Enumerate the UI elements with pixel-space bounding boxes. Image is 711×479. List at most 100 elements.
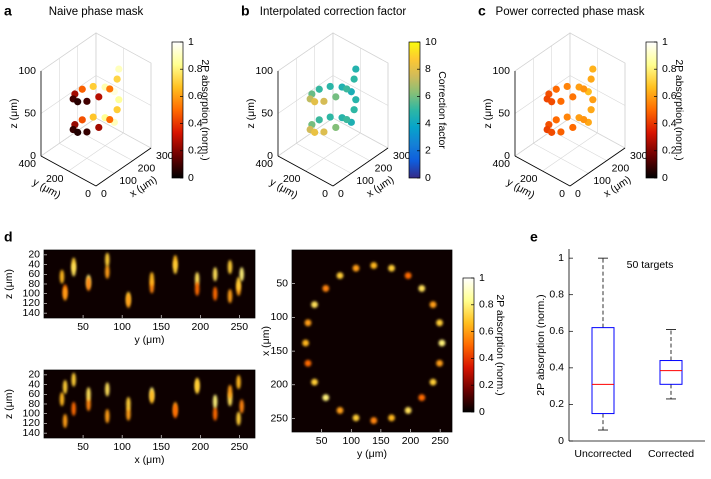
- y-axis-label: x (μm): [260, 326, 272, 356]
- spot: [62, 286, 68, 301]
- z-tick-label: 50: [261, 107, 273, 119]
- x-tick-label: 200: [612, 162, 630, 174]
- spot: [236, 411, 241, 426]
- point: [343, 115, 351, 124]
- point: [352, 96, 360, 104]
- point: [95, 93, 103, 101]
- colorbar-tick-label: 0.2: [479, 379, 494, 391]
- grid-line: [40, 117, 97, 157]
- x-axis-label: y (μm): [357, 448, 387, 460]
- spot: [388, 414, 395, 422]
- y-tick-label: 0: [85, 188, 91, 200]
- point: [557, 97, 565, 105]
- spot: [239, 399, 244, 414]
- spot: [194, 377, 200, 392]
- spot: [86, 397, 91, 411]
- point: [115, 96, 123, 104]
- y-tick-label: 400: [492, 158, 510, 170]
- point: [315, 85, 323, 93]
- spot: [86, 387, 91, 402]
- y-tick-label: 40: [28, 378, 40, 390]
- colorbar-tick-label: 0.8: [662, 63, 677, 75]
- x-tick-label: Corrected: [648, 448, 694, 460]
- grid-line: [514, 32, 571, 72]
- z-axis-label: z (μm): [8, 99, 20, 129]
- spot: [71, 401, 76, 416]
- colorbar-tick-label: 0: [188, 172, 194, 184]
- spot: [418, 285, 426, 292]
- spot: [194, 272, 200, 287]
- y-tick-label: 0.6: [549, 325, 564, 337]
- y-tick-label: 200: [46, 173, 64, 185]
- colorbar-tick-label: 8: [425, 63, 431, 75]
- spot: [236, 277, 241, 291]
- z-tick-label: 0: [504, 150, 510, 162]
- x-tick-label: 0: [338, 188, 344, 200]
- grid-line: [95, 32, 152, 64]
- spot: [436, 319, 443, 327]
- point: [350, 106, 358, 114]
- spot: [370, 262, 378, 269]
- x-tick-label: 100: [342, 435, 360, 447]
- point: [89, 113, 97, 121]
- x-tick-label: 50: [77, 441, 89, 453]
- colorbar-tick-label: 4: [425, 117, 431, 129]
- point: [563, 113, 571, 121]
- x-tick-label: 150: [372, 435, 390, 447]
- point: [106, 85, 114, 93]
- point: [580, 115, 588, 124]
- y-tick-label: 80: [28, 278, 40, 290]
- spot: [322, 285, 330, 292]
- point: [548, 128, 556, 136]
- point: [552, 116, 560, 124]
- grid-line: [569, 75, 626, 106]
- point: [95, 123, 103, 132]
- x-tick-label: 100: [113, 441, 131, 453]
- point: [343, 85, 351, 93]
- colorbar-label: 2P absorption (norm.): [494, 294, 506, 395]
- colorbar-tick-label: 2: [425, 145, 431, 157]
- axis-line: [95, 147, 152, 187]
- spot: [311, 301, 318, 308]
- point: [326, 82, 334, 91]
- y-tick-label: 60: [28, 268, 40, 280]
- spot: [59, 269, 65, 284]
- x-tick-label: Uncorrected: [574, 448, 631, 460]
- x-axis-label: x (μm): [135, 454, 165, 466]
- y-tick-label: 0.8: [549, 288, 564, 300]
- spot: [404, 272, 412, 280]
- point: [320, 97, 328, 105]
- z-tick-label: 0: [267, 150, 273, 162]
- point: [587, 106, 595, 114]
- y-tick-label: 200: [283, 173, 301, 185]
- y-tick-label: 400: [255, 158, 273, 170]
- point: [78, 116, 86, 124]
- spot: [418, 394, 426, 402]
- y-tick-label: 0: [322, 188, 328, 200]
- y-tick-label: 40: [28, 258, 40, 270]
- grid-line: [68, 132, 124, 172]
- colorbar-tick-label: 10: [425, 36, 437, 48]
- colorbar-tick-label: 0.6: [188, 90, 203, 102]
- x-tick-label: 150: [152, 321, 170, 333]
- y-tick-label: 100: [22, 407, 40, 419]
- point: [580, 85, 588, 93]
- y-tick-label: 100: [270, 311, 288, 323]
- z-axis-label: z (μm): [245, 99, 257, 129]
- point: [74, 128, 82, 136]
- z-tick-label: 50: [498, 107, 510, 119]
- x-tick-label: 250: [231, 441, 249, 453]
- spot: [62, 380, 68, 394]
- x-tick-label: 0: [575, 188, 581, 200]
- panel-label: c: [478, 3, 486, 19]
- point: [113, 75, 121, 83]
- colorbar-tick-label: 0.8: [479, 299, 494, 311]
- colorbar-tick-label: 0.6: [479, 325, 494, 337]
- y-axis-label: z (μm): [3, 389, 15, 419]
- y-axis-label: 2P absorption (norm.): [535, 294, 547, 395]
- colorbar-tick-label: 0.6: [662, 90, 677, 102]
- grid-line: [514, 75, 571, 114]
- spot: [62, 414, 68, 428]
- axis-line: [514, 155, 571, 187]
